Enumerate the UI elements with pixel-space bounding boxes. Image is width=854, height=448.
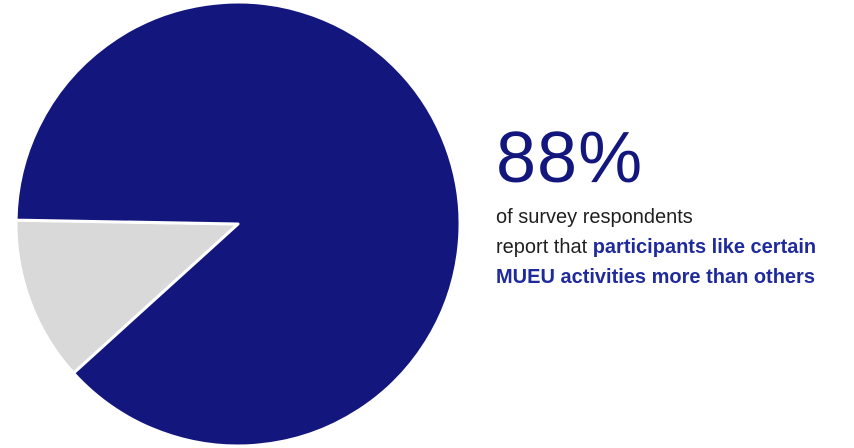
pie-slice-major bbox=[14, 0, 462, 448]
caption: of survey respondents report that partic… bbox=[496, 202, 846, 292]
caption-line-2: report that bbox=[496, 236, 593, 258]
caption-line-1: of survey respondents bbox=[496, 206, 693, 228]
pie-slice-minor bbox=[14, 218, 240, 375]
caption-highlight: participants like certain MUEU activitie… bbox=[496, 236, 817, 288]
percent-figure: 88% bbox=[496, 118, 644, 198]
pie-chart bbox=[14, 0, 462, 448]
callout: 88% of survey respondents report that pa… bbox=[496, 118, 846, 292]
